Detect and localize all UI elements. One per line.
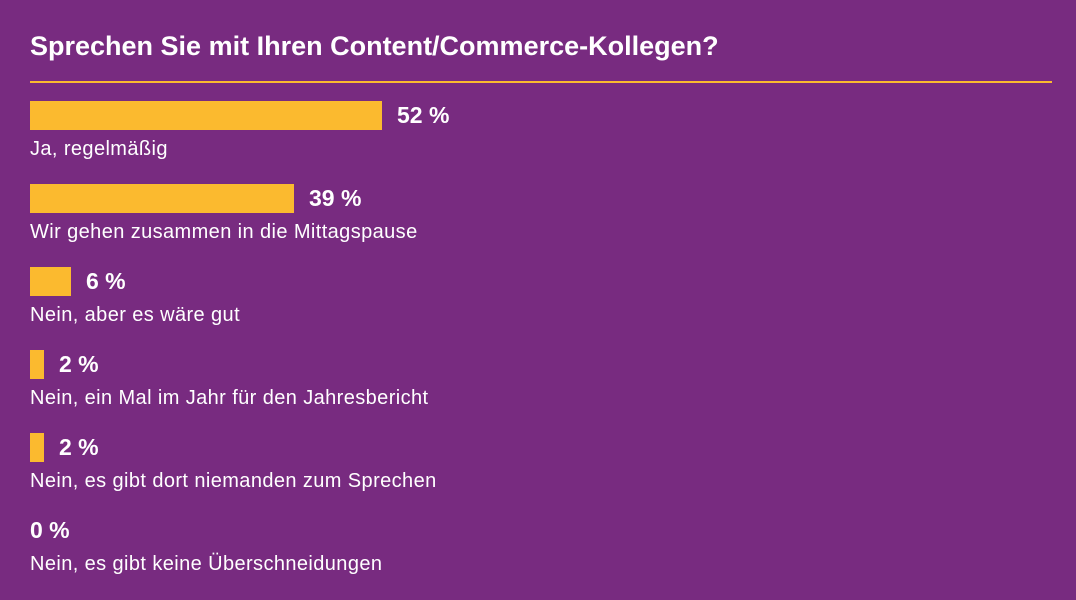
category-label: Nein, aber es wäre gut (30, 304, 241, 326)
bar-track: 2 % (30, 433, 1050, 462)
chart-title: Sprechen Sie mit Ihren Content/Commerce-… (30, 31, 719, 61)
bar-track: 52 % (30, 101, 1050, 130)
bar-track: 6 % (30, 267, 1050, 296)
bar-row: 2 % Nein, ein Mal im Jahr für den Jahresb… (30, 350, 1050, 433)
bar (30, 267, 71, 296)
bar (30, 433, 44, 462)
category-label: Ja, regelmäßig (30, 138, 168, 160)
value-label: 2 % (59, 351, 99, 377)
category-label: Nein, es gibt keine Überschneidungen (30, 553, 383, 575)
bar-row: 2 % Nein, es gibt dort niemanden zum Spre… (30, 433, 1050, 516)
bar (30, 101, 382, 130)
category-label: Nein, es gibt dort niemanden zum Spreche… (30, 470, 437, 492)
bar-track: 0 % (30, 516, 1050, 545)
bar-row: 52 % Ja, regelmäßig (30, 101, 1050, 184)
category-label: Nein, ein Mal im Jahr für den Jahresberi… (30, 387, 429, 409)
bar (30, 350, 44, 379)
value-label: 52 % (397, 102, 450, 128)
category-label: Wir gehen zusammen in die Mittagspause (30, 221, 418, 243)
value-label: 2 % (59, 434, 99, 460)
bar-chart: 52 % Ja, regelmäßig 39 % Wir gehen zusammen… (30, 101, 1050, 599)
bar-row: 39 % Wir gehen zusammen in die Mittagspau… (30, 184, 1050, 267)
bar-track: 2 % (30, 350, 1050, 379)
bar-row: 6 % Nein, aber es wäre gut (30, 267, 1050, 350)
value-label: 0 % (30, 517, 70, 543)
value-label: 39 % (309, 185, 362, 211)
bar-row: 0 % Nein, es gibt keine Überschneidungen (30, 516, 1050, 599)
title-divider (30, 81, 1052, 83)
bar (30, 184, 294, 213)
value-label: 6 % (86, 268, 126, 294)
bar-track: 39 % (30, 184, 1050, 213)
